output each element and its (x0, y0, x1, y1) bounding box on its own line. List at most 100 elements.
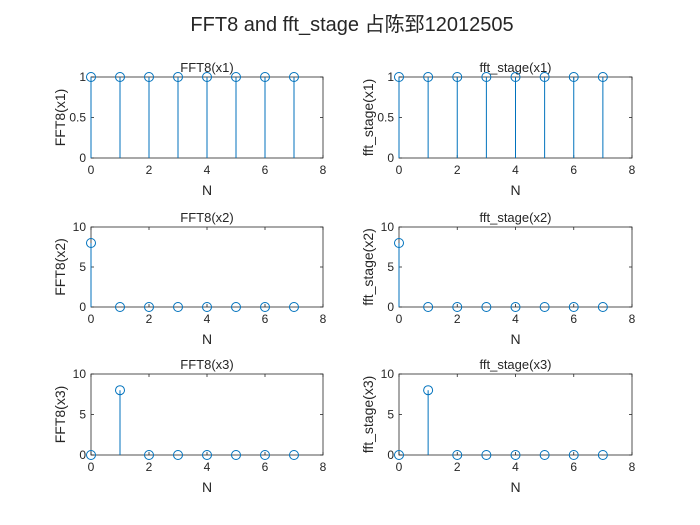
axes-box (90, 373, 324, 456)
y-tick-label: 0 (387, 151, 394, 165)
y-tick-label: 5 (79, 408, 86, 422)
x-axis-label: N (202, 331, 212, 347)
subplots-grid: 0 2 4 6 8 0 0.5 1 FFT8(x1) N FFT8(x1) 0 2 4 6 8 0 0.5 1 fft… (52, 60, 636, 495)
stem-marker (452, 302, 463, 312)
x-tick-label: 2 (454, 460, 461, 474)
x-tick-label: 4 (512, 312, 519, 326)
subplot-title: fft_stage(x2) (479, 210, 551, 225)
subplot-title: fft_stage(x1) (479, 60, 551, 75)
y-tick-label: 0 (387, 448, 394, 462)
x-tick-label: 0 (88, 460, 95, 474)
x-axis-label: N (202, 479, 212, 495)
y-axis-label: FFT8(x2) (52, 238, 68, 296)
x-tick-label: 2 (454, 312, 461, 326)
stem-marker (173, 450, 183, 460)
stem-marker (394, 72, 404, 82)
stem-marker (597, 450, 608, 460)
subplot-title: FFT8(x1) (180, 60, 233, 75)
stem-marker (144, 302, 154, 312)
stem-marker (260, 450, 270, 460)
stem-marker (394, 238, 404, 248)
stem-marker (173, 72, 183, 82)
x-tick-label: 2 (146, 312, 153, 326)
stem-marker (260, 302, 270, 312)
subplot-5: 0 2 4 6 8 0 5 10 FFT8(x3) N FFT8(x3) (52, 357, 327, 495)
y-tick-label: 1 (79, 70, 86, 84)
y-tick-label: 0.5 (69, 111, 86, 125)
x-axis-label: N (510, 479, 520, 495)
y-tick-label: 0 (387, 300, 394, 314)
y-tick-label: 0 (79, 151, 86, 165)
x-tick-label: 0 (88, 312, 95, 326)
x-tick-label: 0 (396, 163, 403, 177)
stem-marker (86, 450, 96, 460)
x-tick-label: 8 (629, 312, 636, 326)
subplot-title: FFT8(x3) (180, 357, 233, 372)
subplot-title: fft_stage(x3) (479, 357, 551, 372)
x-tick-label: 2 (146, 460, 153, 474)
stem-marker (144, 72, 154, 82)
x-tick-label: 0 (396, 312, 403, 326)
subplot-title: FFT8(x2) (180, 210, 233, 225)
subplot-1: 0 2 4 6 8 0 0.5 1 FFT8(x1) N FFT8(x1) (52, 60, 327, 198)
x-tick-label: 2 (454, 163, 461, 177)
stem-marker (115, 302, 125, 312)
y-axis-label: fft_stage(x3) (360, 376, 376, 454)
y-axis-label: FFT8(x3) (52, 386, 68, 444)
x-tick-label: 6 (262, 312, 269, 326)
stem-marker (481, 450, 492, 460)
stem-marker (202, 302, 212, 312)
stem-marker (539, 302, 550, 312)
x-tick-label: 8 (320, 312, 327, 326)
stem-marker (539, 450, 550, 460)
x-tick-label: 4 (204, 312, 211, 326)
x-tick-label: 4 (204, 163, 211, 177)
x-tick-label: 2 (146, 163, 153, 177)
stem-marker (510, 72, 521, 82)
stem-marker (289, 72, 299, 82)
stem-marker (231, 450, 241, 460)
x-tick-label: 0 (396, 460, 403, 474)
stem-marker (202, 72, 212, 82)
subplot-3: 0 2 4 6 8 0 5 10 FFT8(x2) N FFT8(x2) (52, 210, 327, 347)
stem-marker (597, 302, 608, 312)
stem-marker (260, 72, 270, 82)
stem-marker (510, 302, 521, 312)
axes-box (398, 226, 633, 308)
figure-title: FFT8 and fft_stage 占陈郅12012505 (190, 13, 513, 36)
x-tick-label: 6 (262, 460, 269, 474)
y-tick-label: 0.5 (377, 111, 394, 125)
x-axis-label: N (510, 182, 520, 198)
stem-marker (452, 72, 463, 82)
stem-marker (568, 450, 579, 460)
stem-marker (115, 385, 125, 396)
y-tick-label: 10 (381, 367, 395, 381)
y-tick-label: 5 (387, 408, 394, 422)
stem-marker (423, 72, 434, 82)
y-axis-label: fft_stage(x2) (360, 228, 376, 306)
axes-box (398, 373, 633, 456)
stem-marker (115, 72, 125, 82)
x-tick-label: 6 (262, 163, 269, 177)
stem-marker (568, 302, 579, 312)
stem-marker (86, 238, 96, 248)
stem-marker (231, 302, 241, 312)
stem-marker (144, 450, 154, 460)
stem-marker (394, 450, 404, 460)
y-tick-label: 5 (79, 260, 86, 274)
y-tick-label: 0 (79, 300, 86, 314)
stem-marker (568, 72, 579, 82)
stem-marker (289, 450, 299, 460)
x-tick-label: 0 (88, 163, 95, 177)
x-tick-label: 4 (512, 163, 519, 177)
y-axis-label: fft_stage(x1) (360, 79, 376, 157)
y-tick-label: 10 (73, 220, 87, 234)
y-tick-label: 0 (79, 448, 86, 462)
x-tick-label: 8 (629, 460, 636, 474)
x-tick-label: 8 (320, 460, 327, 474)
stem-marker (231, 72, 241, 82)
stem-marker (539, 72, 550, 82)
axes-box (90, 226, 324, 308)
